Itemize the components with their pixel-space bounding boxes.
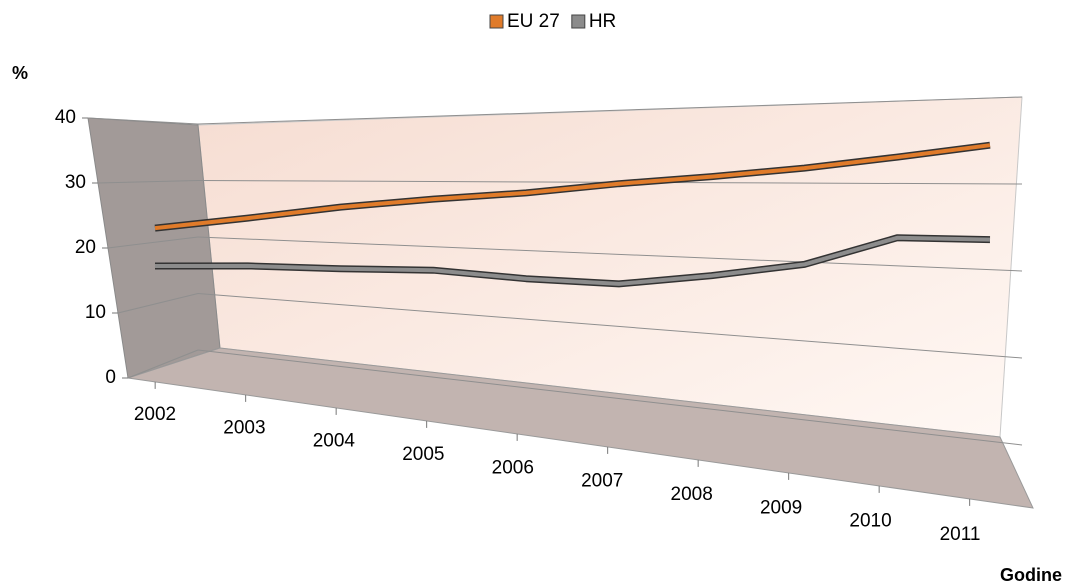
x-tick-label: 2011 — [940, 524, 981, 545]
legend-label: HR — [589, 11, 616, 32]
x-tick-label: 2010 — [849, 511, 891, 532]
grid-line — [197, 293, 1023, 359]
grid-line — [197, 349, 1023, 446]
grid-line — [97, 180, 199, 184]
line — [154, 235, 991, 286]
grid-line — [197, 96, 1023, 125]
x-tick-label: 2002 — [134, 404, 176, 425]
x-tick-label: 2007 — [581, 471, 623, 492]
grid-line — [127, 349, 199, 379]
y-tick-label: 0 — [105, 367, 116, 388]
x-tick-label: 2008 — [671, 484, 713, 505]
legend-swatch — [489, 14, 504, 29]
y-tick-label: 40 — [55, 107, 76, 128]
grid-line — [117, 293, 199, 314]
x-axis-label: Godine — [1000, 565, 1062, 585]
floor — [127, 347, 1034, 509]
grid-line — [107, 236, 199, 249]
line — [154, 143, 991, 231]
grid-line — [197, 236, 1023, 272]
y-tick-label: 30 — [65, 172, 86, 193]
legend-label: EU 27 — [507, 11, 560, 32]
x-tick-label: 2009 — [760, 497, 802, 518]
x-tick-label: 2006 — [492, 457, 534, 478]
y-tick-label: 10 — [85, 302, 106, 323]
y-axis-label: % — [12, 63, 28, 83]
x-tick-label: 2004 — [313, 431, 356, 452]
y-tick-label: 20 — [75, 237, 96, 258]
x-tick-label: 2003 — [223, 417, 265, 438]
legend-swatch — [571, 14, 586, 29]
x-tick-label: 2005 — [402, 444, 444, 465]
grid-line — [87, 117, 199, 125]
